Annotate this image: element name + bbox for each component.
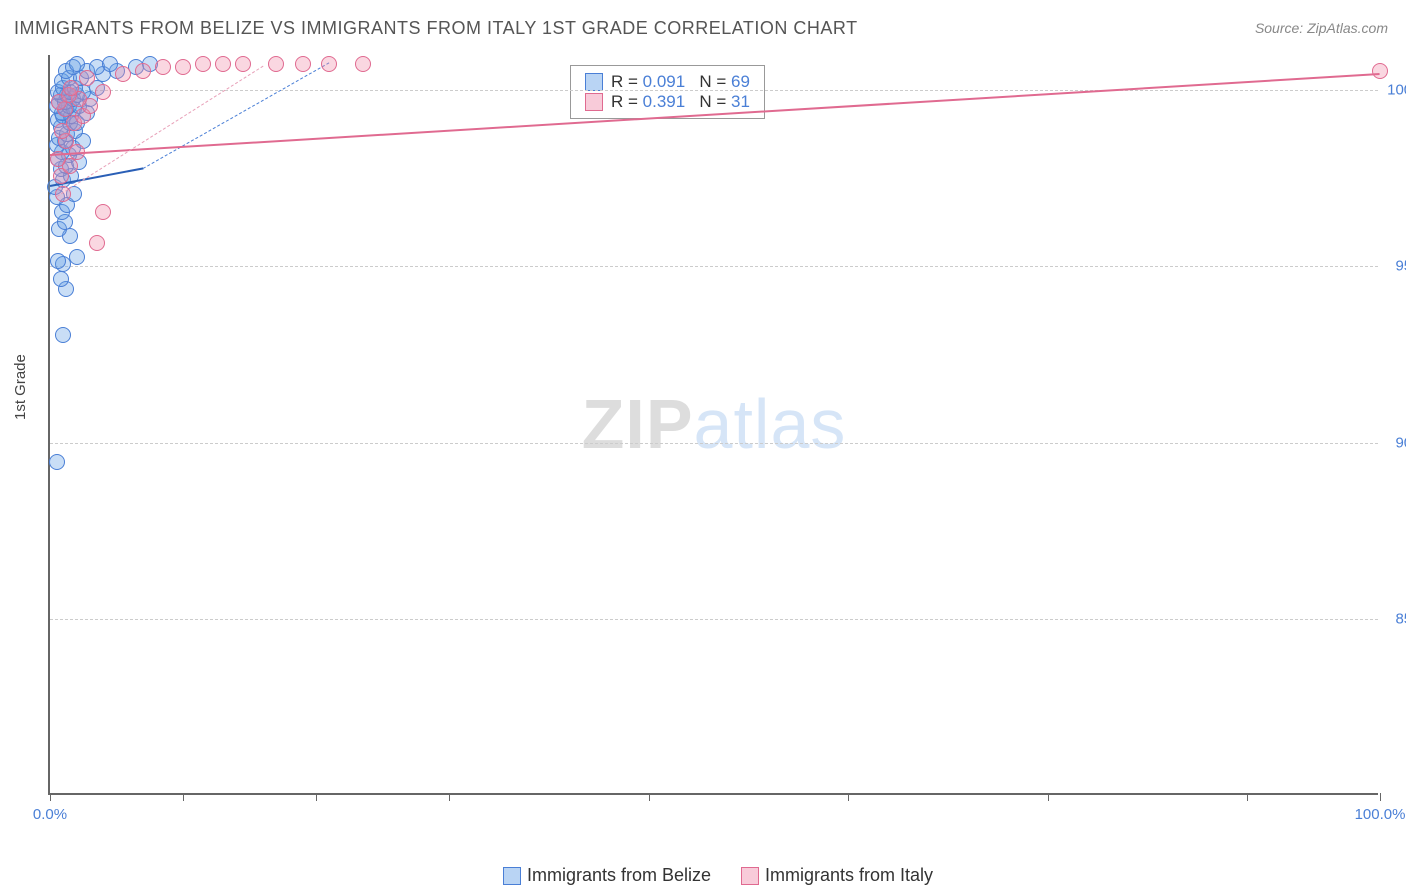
- data-point: [1372, 63, 1388, 79]
- chart-title: IMMIGRANTS FROM BELIZE VS IMMIGRANTS FRO…: [14, 18, 858, 39]
- data-point: [268, 56, 284, 72]
- trend-dashed: [143, 62, 330, 169]
- correlation-legend: R = 0.091 N = 69R = 0.391 N = 31: [570, 65, 765, 119]
- data-point: [135, 63, 151, 79]
- data-point: [215, 56, 231, 72]
- legend-swatch: [585, 93, 603, 111]
- x-tick: [449, 793, 450, 801]
- x-tick: [316, 793, 317, 801]
- legend-row: R = 0.091 N = 69: [585, 72, 750, 92]
- data-point: [95, 84, 111, 100]
- scatter-plot-area: ZIPatlas R = 0.091 N = 69R = 0.391 N = 3…: [48, 55, 1378, 795]
- gridline: [50, 90, 1378, 91]
- x-tick-label: 100.0%: [1355, 806, 1406, 823]
- y-tick-label: 100.0%: [1383, 82, 1406, 99]
- data-point: [235, 56, 251, 72]
- data-point: [89, 235, 105, 251]
- data-point: [321, 56, 337, 72]
- x-tick: [1380, 793, 1381, 801]
- data-point: [79, 70, 95, 86]
- data-point: [355, 56, 371, 72]
- legend-swatch: [585, 73, 603, 91]
- gridline: [50, 619, 1378, 620]
- legend-label: Immigrants from Italy: [765, 865, 933, 885]
- data-point: [69, 249, 85, 265]
- gridline: [50, 266, 1378, 267]
- x-tick-label: 0.0%: [33, 806, 67, 823]
- data-point: [63, 80, 79, 96]
- data-point: [295, 56, 311, 72]
- x-tick: [1247, 793, 1248, 801]
- data-point: [53, 271, 69, 287]
- watermark: ZIPatlas: [582, 384, 847, 464]
- legend-label: Immigrants from Belize: [527, 865, 711, 885]
- data-point: [49, 454, 65, 470]
- data-point: [55, 327, 71, 343]
- x-tick: [649, 793, 650, 801]
- gridline: [50, 443, 1378, 444]
- legend-swatch: [503, 867, 521, 885]
- data-point: [69, 56, 85, 72]
- legend-row: R = 0.391 N = 31: [585, 92, 750, 112]
- x-tick: [50, 793, 51, 801]
- x-tick: [183, 793, 184, 801]
- y-axis-label: 1st Grade: [12, 354, 29, 420]
- data-point: [175, 59, 191, 75]
- data-point: [195, 56, 211, 72]
- legend-swatch: [741, 867, 759, 885]
- series-legend: Immigrants from Belize Immigrants from It…: [0, 865, 1406, 886]
- data-point: [50, 253, 66, 269]
- y-tick-label: 90.0%: [1383, 434, 1406, 451]
- x-tick: [1048, 793, 1049, 801]
- source-attribution: Source: ZipAtlas.com: [1255, 20, 1388, 36]
- data-point: [115, 66, 131, 82]
- data-point: [95, 204, 111, 220]
- y-tick-label: 95.0%: [1383, 258, 1406, 275]
- x-tick: [848, 793, 849, 801]
- data-point: [155, 59, 171, 75]
- y-tick-label: 85.0%: [1383, 610, 1406, 627]
